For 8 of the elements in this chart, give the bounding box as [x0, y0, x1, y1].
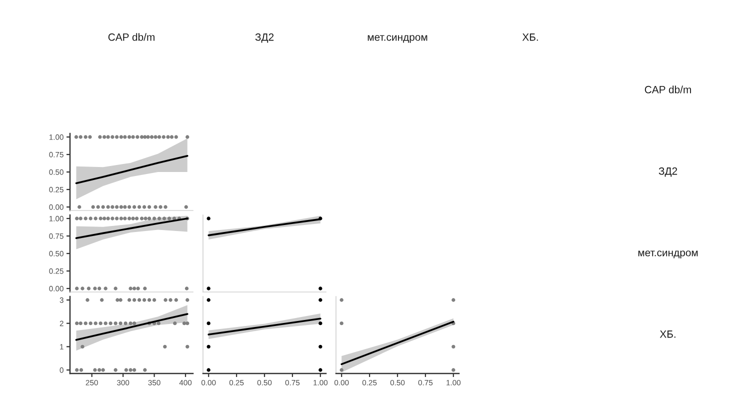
category-label: мет.синдром	[368, 35, 428, 43]
category-label: CAP db/m	[108, 33, 154, 41]
category-label: ХБ.	[660, 330, 676, 338]
category-label: ХБ.	[522, 34, 538, 41]
category-label: CAP db/m	[644, 86, 691, 94]
category-label: ЗД2	[658, 167, 678, 177]
category-label: ЗД2	[255, 33, 274, 43]
category-label: мет.синдром	[638, 250, 698, 258]
